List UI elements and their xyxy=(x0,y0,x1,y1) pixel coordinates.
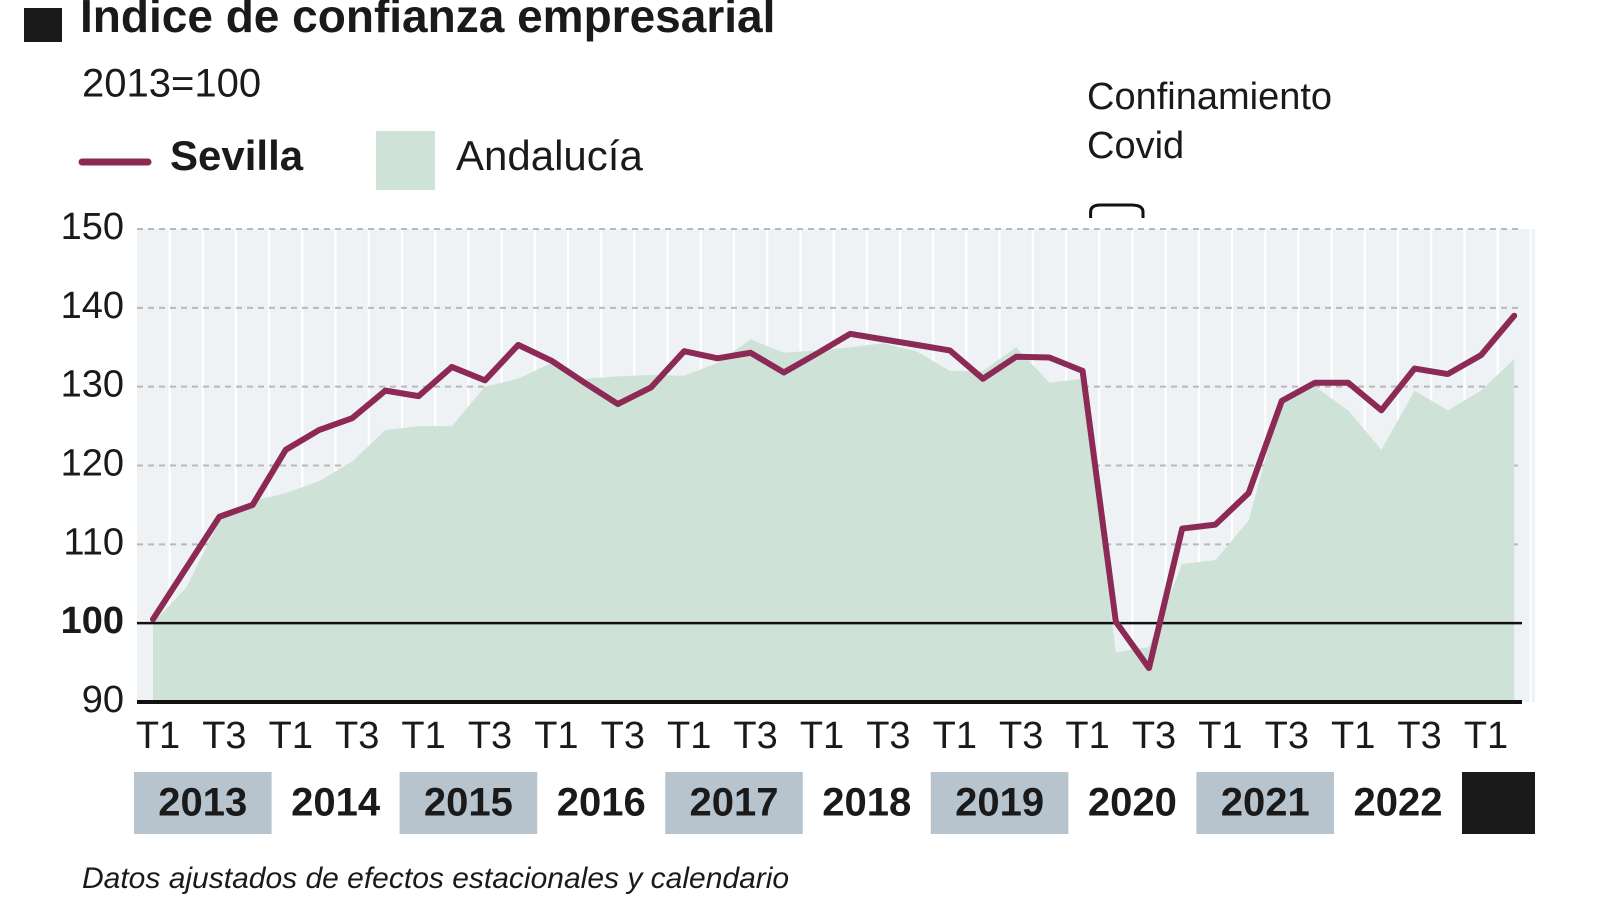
note: Datos ajustados de efectos estacionales … xyxy=(82,862,789,895)
title-marker xyxy=(24,8,62,42)
year-label: 23 xyxy=(1476,781,1521,825)
year-box xyxy=(930,772,1069,834)
x-tick-label: T1 xyxy=(269,715,313,757)
x-tick-label: T3 xyxy=(866,715,910,757)
year-label: 2019 xyxy=(955,781,1044,825)
x-tick-label: T1 xyxy=(667,715,711,757)
y-tick-label: 140 xyxy=(61,285,124,327)
year-box xyxy=(134,772,272,834)
legend-swatch xyxy=(376,131,435,190)
chart-subtitle: 2013=100 xyxy=(82,62,261,106)
x-tick-label: T1 xyxy=(1464,715,1508,757)
chart-title: Indice de confianza empresarial xyxy=(80,0,775,42)
year-label: 2018 xyxy=(822,781,911,825)
x-tick-label: T1 xyxy=(1065,715,1109,757)
x-tick-label: T3 xyxy=(999,715,1043,757)
year-label: 2020 xyxy=(1088,781,1177,825)
legend-label: Andalucía xyxy=(456,132,643,179)
x-tick-label: T1 xyxy=(1331,715,1375,757)
x-tick-label: T1 xyxy=(1198,715,1242,757)
x-tick-label: T1 xyxy=(800,715,844,757)
y-tick-label: 90 xyxy=(82,679,124,721)
x-tick-label: T1 xyxy=(933,715,977,757)
year-label: 2016 xyxy=(557,781,646,825)
legend-label: Sevilla xyxy=(170,132,304,179)
annotation: Confinamiento xyxy=(1087,76,1332,118)
y-tick-label: 150 xyxy=(61,206,124,248)
x-tick-label: T3 xyxy=(733,715,777,757)
x-tick-label: T1 xyxy=(401,715,445,757)
area xyxy=(153,339,1515,702)
year-label: 2015 xyxy=(424,781,513,825)
x-tick-label: T3 xyxy=(202,715,246,757)
x-tick-label: T3 xyxy=(601,715,645,757)
year-label: 2013 xyxy=(158,781,247,825)
y-tick-label: 120 xyxy=(61,443,124,485)
x-tick-label: T3 xyxy=(468,715,512,757)
x-tick-label: T3 xyxy=(1132,715,1176,757)
x-tick-label: T3 xyxy=(1265,715,1309,757)
y-tick-label: 110 xyxy=(63,521,124,563)
x-tick-label: T3 xyxy=(1397,715,1441,757)
year-label: 2022 xyxy=(1354,781,1443,825)
y-tick-label: 130 xyxy=(61,364,124,406)
x-tick-label: T3 xyxy=(335,715,379,757)
year-label: 2014 xyxy=(291,781,381,825)
year-box xyxy=(1196,772,1334,834)
year-box xyxy=(399,772,538,834)
x-tick-label: T1 xyxy=(136,715,180,757)
year-label: 2021 xyxy=(1221,781,1310,825)
annotation-bracket xyxy=(1089,203,1145,218)
y-tick-label: 100 xyxy=(61,600,124,642)
year-box xyxy=(1462,772,1535,834)
year-box xyxy=(665,772,803,834)
x-tick-label: T1 xyxy=(534,715,578,757)
line xyxy=(150,312,1518,672)
year-label: 2017 xyxy=(690,781,779,825)
annotation: Covid xyxy=(1087,125,1184,167)
